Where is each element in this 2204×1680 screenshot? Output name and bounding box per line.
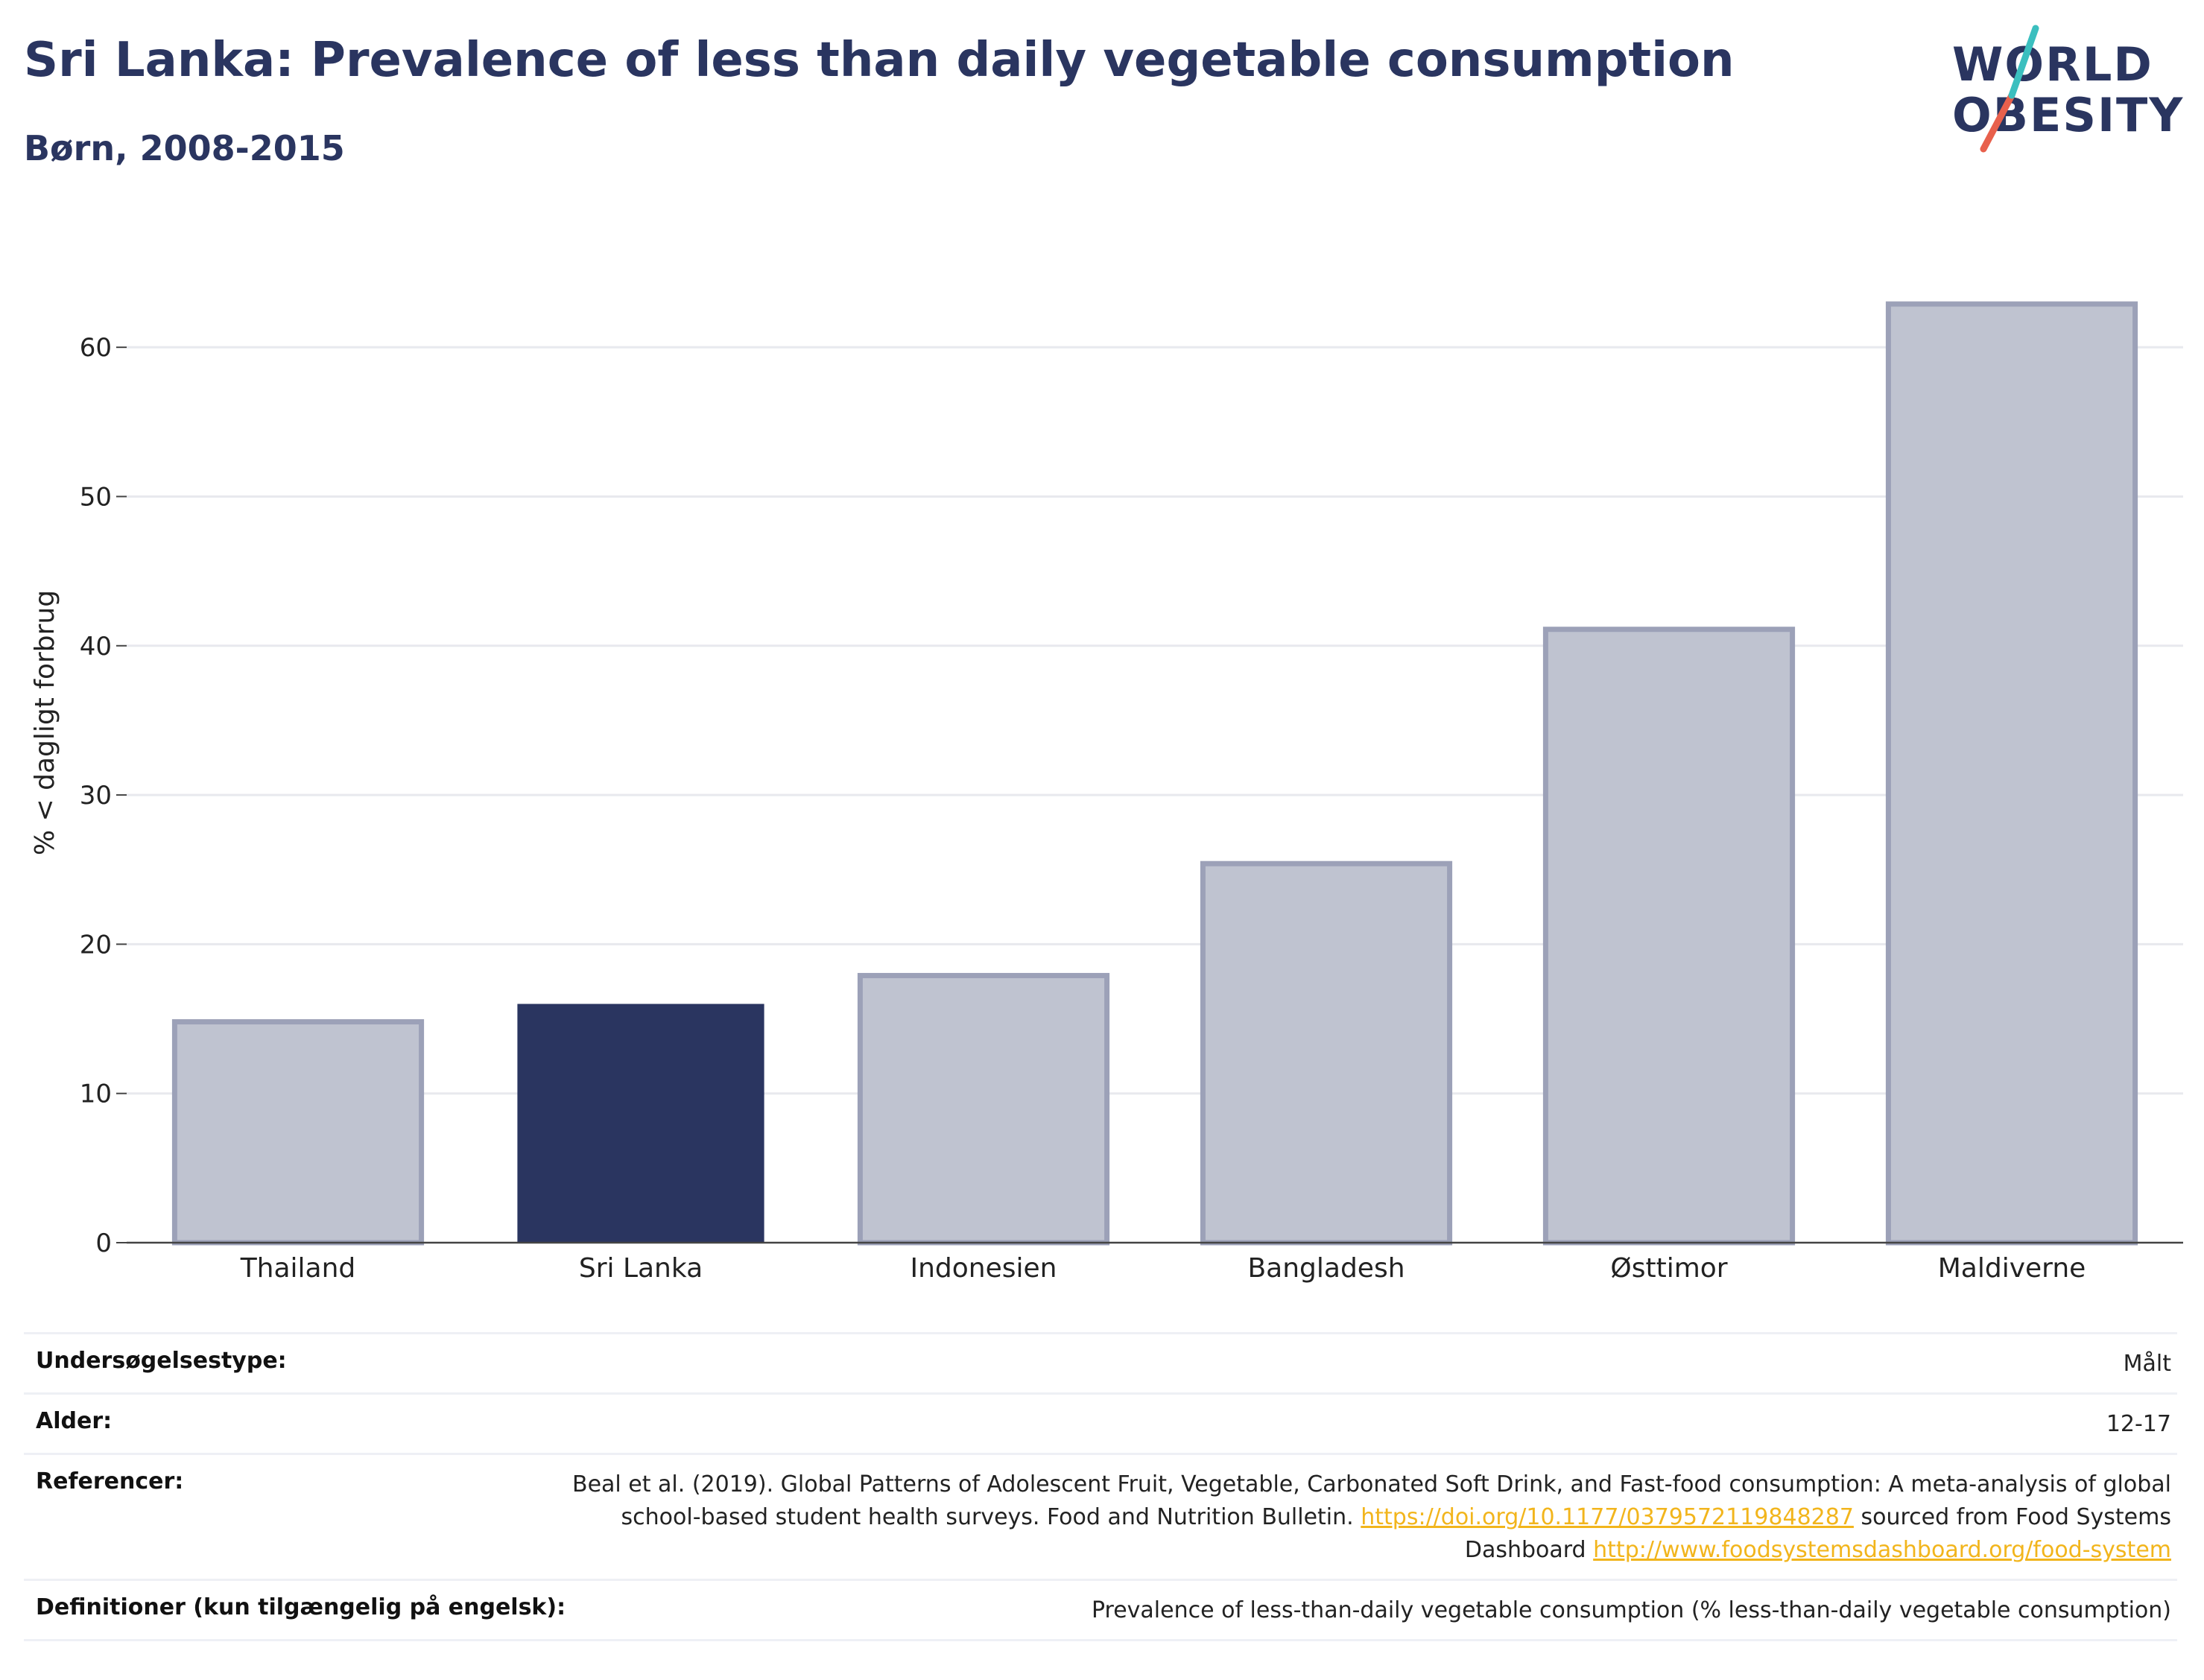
bar-chart: 0 10 20 30 40 50 60 Thailand Sri Lanka Indonesien… [30, 301, 2183, 1284]
y-tick-label: 60 [80, 333, 112, 363]
reference-source-text: sourced from Food Systems Dashboard [1464, 1504, 2171, 1563]
x-tick-label: Østtimor [1610, 1253, 1727, 1284]
y-tick-label: 40 [80, 632, 112, 662]
x-tick-label: Bangladesh [1247, 1253, 1405, 1284]
axes: 0 10 20 30 40 50 60 Thailand Sri Lanka Indonesien… [80, 333, 2183, 1284]
chart-title: Sri Lanka: Prevalence of less than daily… [24, 33, 1735, 88]
x-tick-label: Thailand [240, 1253, 356, 1284]
bar-østtimor [1542, 627, 1796, 1246]
survey-type-value: Målt [2123, 1351, 2171, 1377]
x-tick-label: Sri Lanka [579, 1253, 703, 1284]
definitions-label: Definitioner (kun tilgængelig på engelsk… [36, 1594, 566, 1620]
world-obesity-logo: WORLD OBESITY [1937, 21, 2191, 162]
metadata-table: Undersøgelsestype: Målt Alder: 12-17 Ref… [24, 1332, 2177, 1641]
bar-sri-lanka [517, 1004, 764, 1243]
meta-row-definitions: Definitioner (kun tilgængelig på engelsk… [24, 1579, 2177, 1641]
doi-link[interactable]: https://doi.org/10.1177/0379572119848287 [1361, 1504, 1854, 1530]
definitions-value: Prevalence of less-than-daily vegetable … [1091, 1597, 2171, 1623]
meta-row-age: Alder: 12-17 [24, 1392, 2177, 1453]
dashboard-link[interactable]: http://www.foodsystemsdashboard.org/food… [1593, 1537, 2171, 1563]
y-tick-label: 20 [80, 930, 112, 960]
age-label: Alder: [36, 1408, 113, 1434]
logo-slash-icon [1980, 25, 2039, 153]
x-tick-label: Indonesien [911, 1253, 1057, 1284]
y-tick-label: 30 [80, 781, 112, 811]
bar-maldiverne [1885, 301, 2138, 1246]
chart-subtitle: Børn, 2008-2015 [24, 128, 345, 168]
logo-line-1: WORLD [1952, 37, 2153, 92]
bars [171, 301, 2138, 1246]
meta-row-references: Referencer: Beal et al. (2019). Global P… [24, 1453, 2177, 1579]
reference-text: Beal et al. (2019). Global Patterns of A… [571, 1471, 2171, 1530]
y-axis-label: % < dagligt forbrug [30, 590, 60, 855]
meta-row-survey: Undersøgelsestype: Målt [24, 1332, 2177, 1392]
bar-indonesien [857, 972, 1110, 1246]
references-label: Referencer: [36, 1468, 184, 1494]
y-tick-label: 10 [80, 1080, 112, 1109]
bar-thailand [171, 1019, 425, 1246]
y-tick-label: 0 [95, 1229, 112, 1258]
survey-type-label: Undersøgelsestype: [36, 1348, 287, 1374]
x-tick-label: Maldiverne [1938, 1253, 2086, 1284]
gridlines [127, 346, 2183, 1095]
age-value: 12-17 [2106, 1411, 2171, 1437]
y-tick-label: 50 [80, 482, 112, 512]
bar-bangladesh [1200, 860, 1453, 1246]
references-value: Beal et al. (2019). Global Patterns of A… [554, 1468, 2171, 1567]
